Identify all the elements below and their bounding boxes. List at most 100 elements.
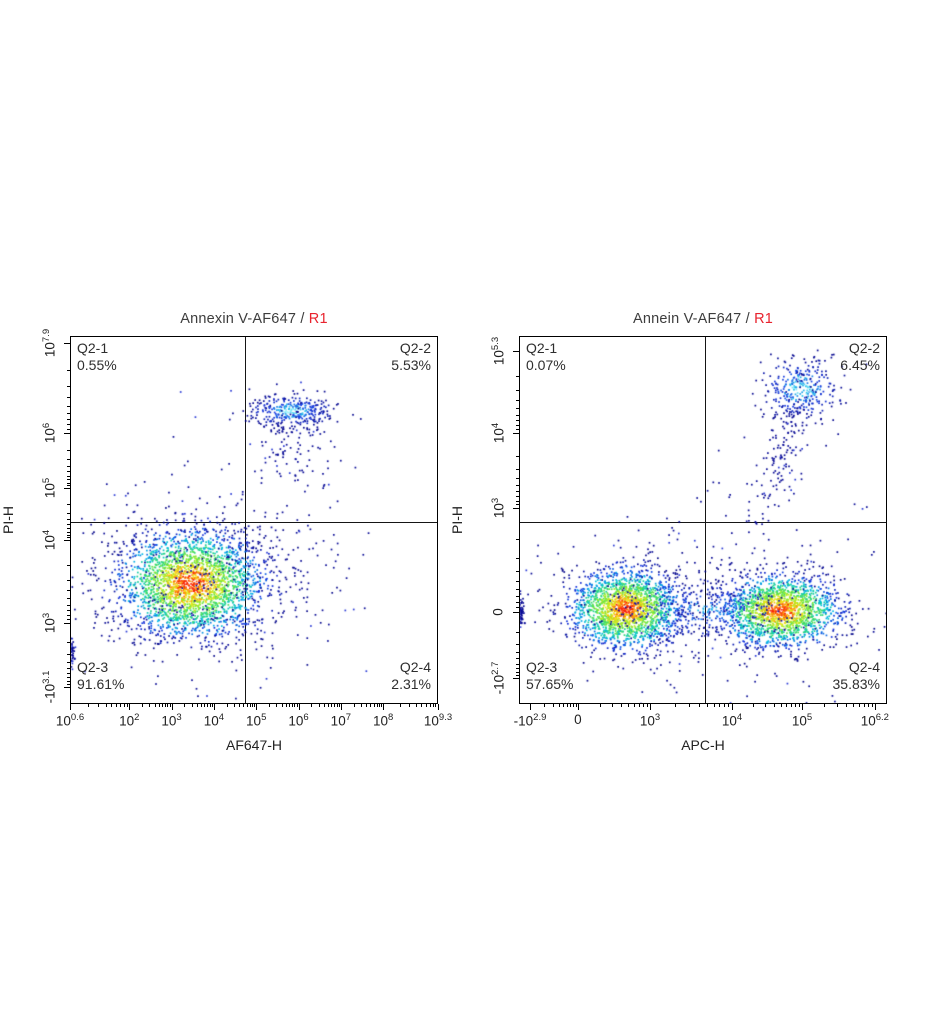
y-axis-tick — [67, 429, 70, 430]
x-axis-tick — [530, 704, 532, 710]
x-axis-tick — [558, 704, 560, 707]
y-axis-tick — [67, 397, 70, 399]
x-axis-tick — [689, 704, 691, 707]
y-axis-tick — [516, 658, 519, 660]
y-tick-label: 105 — [40, 477, 58, 499]
y-axis-tick — [67, 684, 70, 686]
y-axis-tick — [67, 579, 70, 581]
x-axis-tick — [432, 704, 434, 707]
x-axis-tick — [328, 704, 330, 707]
quadrant-label-q2-2: Q2-2 5.53% — [391, 340, 431, 374]
y-axis-tick — [516, 675, 519, 677]
x-axis-tick — [798, 704, 800, 707]
quadrant-plot-apc-pi: Annein V-AF647 / R1 PI-H APC-H Q2-1 0.07… — [449, 311, 889, 753]
x-axis-tick — [646, 704, 648, 707]
x-axis-tick — [291, 704, 293, 707]
quadrant-name: Q2-1 — [77, 340, 109, 356]
x-axis-tick — [567, 704, 569, 707]
x-tick-label: 109.3 — [423, 712, 453, 729]
plot-title-text: Annexin V-AF647 / — [180, 311, 309, 327]
x-axis-tick — [209, 704, 211, 707]
y-axis-tick — [516, 478, 519, 480]
y-axis-tick — [67, 479, 70, 481]
y-axis-label: PI-H — [449, 506, 465, 534]
x-axis-tick — [383, 704, 385, 710]
y-axis-tick — [67, 614, 70, 616]
y-axis-tick — [516, 485, 519, 487]
x-tick-label: 105 — [246, 712, 267, 729]
plot-title: Annexin V-AF647 / R1 — [40, 311, 468, 327]
x-axis-tick — [169, 704, 171, 707]
x-axis-tick — [753, 704, 755, 707]
x-axis-tick — [376, 704, 378, 707]
y-tick-label: 104 — [40, 529, 58, 551]
x-axis-tick — [334, 704, 336, 707]
x-axis-tick — [421, 704, 423, 707]
x-axis-tick — [249, 704, 251, 707]
x-tick-label: 104 — [721, 712, 743, 729]
quadrant-label-q2-3: Q2-3 91.61% — [77, 659, 124, 693]
x-axis-tick — [201, 704, 203, 707]
gate-tag: R1 — [308, 311, 328, 327]
quadrant-name: Q2-3 — [526, 659, 558, 675]
x-axis-label: APC-H — [681, 737, 725, 753]
y-axis-tick — [67, 419, 70, 421]
x-axis-tick — [207, 704, 209, 707]
y-axis-tick — [67, 424, 70, 426]
x-axis-tick — [429, 704, 431, 707]
x-axis-tick — [774, 704, 776, 707]
y-axis-tick — [67, 369, 70, 371]
x-tick-label: 106.2 — [860, 712, 889, 729]
x-tick-label: 0 — [574, 712, 582, 727]
x-axis-tick — [379, 704, 381, 707]
y-axis-tick — [67, 667, 70, 669]
x-axis-tick — [573, 704, 575, 707]
x-axis-tick — [719, 704, 721, 707]
y-axis-tick — [67, 503, 70, 505]
x-axis-tick — [268, 704, 270, 707]
y-axis-tick — [516, 643, 519, 645]
x-axis-tick — [544, 704, 546, 707]
quadrant-label-q2-4: Q2-4 35.83% — [833, 659, 880, 693]
x-axis-tick — [353, 704, 355, 707]
x-axis-tick — [252, 704, 254, 707]
x-axis-tick — [438, 704, 439, 710]
x-axis-tick — [158, 704, 160, 707]
x-tick-label: 106 — [288, 712, 309, 729]
y-axis-tick — [67, 653, 70, 655]
x-axis-tick — [324, 704, 325, 707]
x-tick-label: 102 — [119, 712, 140, 729]
x-axis-tick — [874, 704, 876, 710]
x-axis-tick — [724, 704, 726, 707]
y-axis-tick — [67, 449, 70, 451]
x-axis-tick — [338, 704, 340, 707]
y-axis-tick — [67, 512, 70, 514]
y-axis-tick — [516, 468, 519, 470]
x-axis-tick — [791, 704, 793, 707]
y-axis-tick — [67, 531, 70, 533]
scatter-canvas — [70, 336, 438, 704]
quadrant-percentage: 35.83% — [832, 676, 880, 692]
x-axis-tick — [336, 704, 338, 707]
y-axis-tick — [516, 601, 519, 603]
x-axis-tick — [373, 704, 375, 707]
plot-title-text: Annein V-AF647 / — [632, 311, 755, 327]
y-axis-tick — [64, 687, 70, 689]
x-axis-tick — [732, 704, 734, 710]
x-axis-tick — [120, 704, 122, 707]
x-tick-label: 108 — [372, 712, 394, 729]
x-axis-tick — [786, 704, 788, 707]
y-tick-label: 104 — [489, 422, 507, 444]
x-axis-tick — [575, 704, 577, 707]
y-axis-tick — [67, 519, 70, 521]
y-axis-tick — [67, 524, 70, 526]
x-axis-tick — [599, 704, 601, 707]
x-axis-tick — [285, 704, 287, 707]
x-axis-tick — [111, 704, 113, 707]
y-axis-tick — [513, 507, 519, 509]
x-axis-label: AF647-H — [225, 737, 283, 753]
y-axis-tick — [67, 528, 70, 530]
y-axis-tick — [67, 564, 70, 566]
y-axis-tick — [516, 607, 519, 609]
y-axis-tick — [513, 433, 519, 435]
